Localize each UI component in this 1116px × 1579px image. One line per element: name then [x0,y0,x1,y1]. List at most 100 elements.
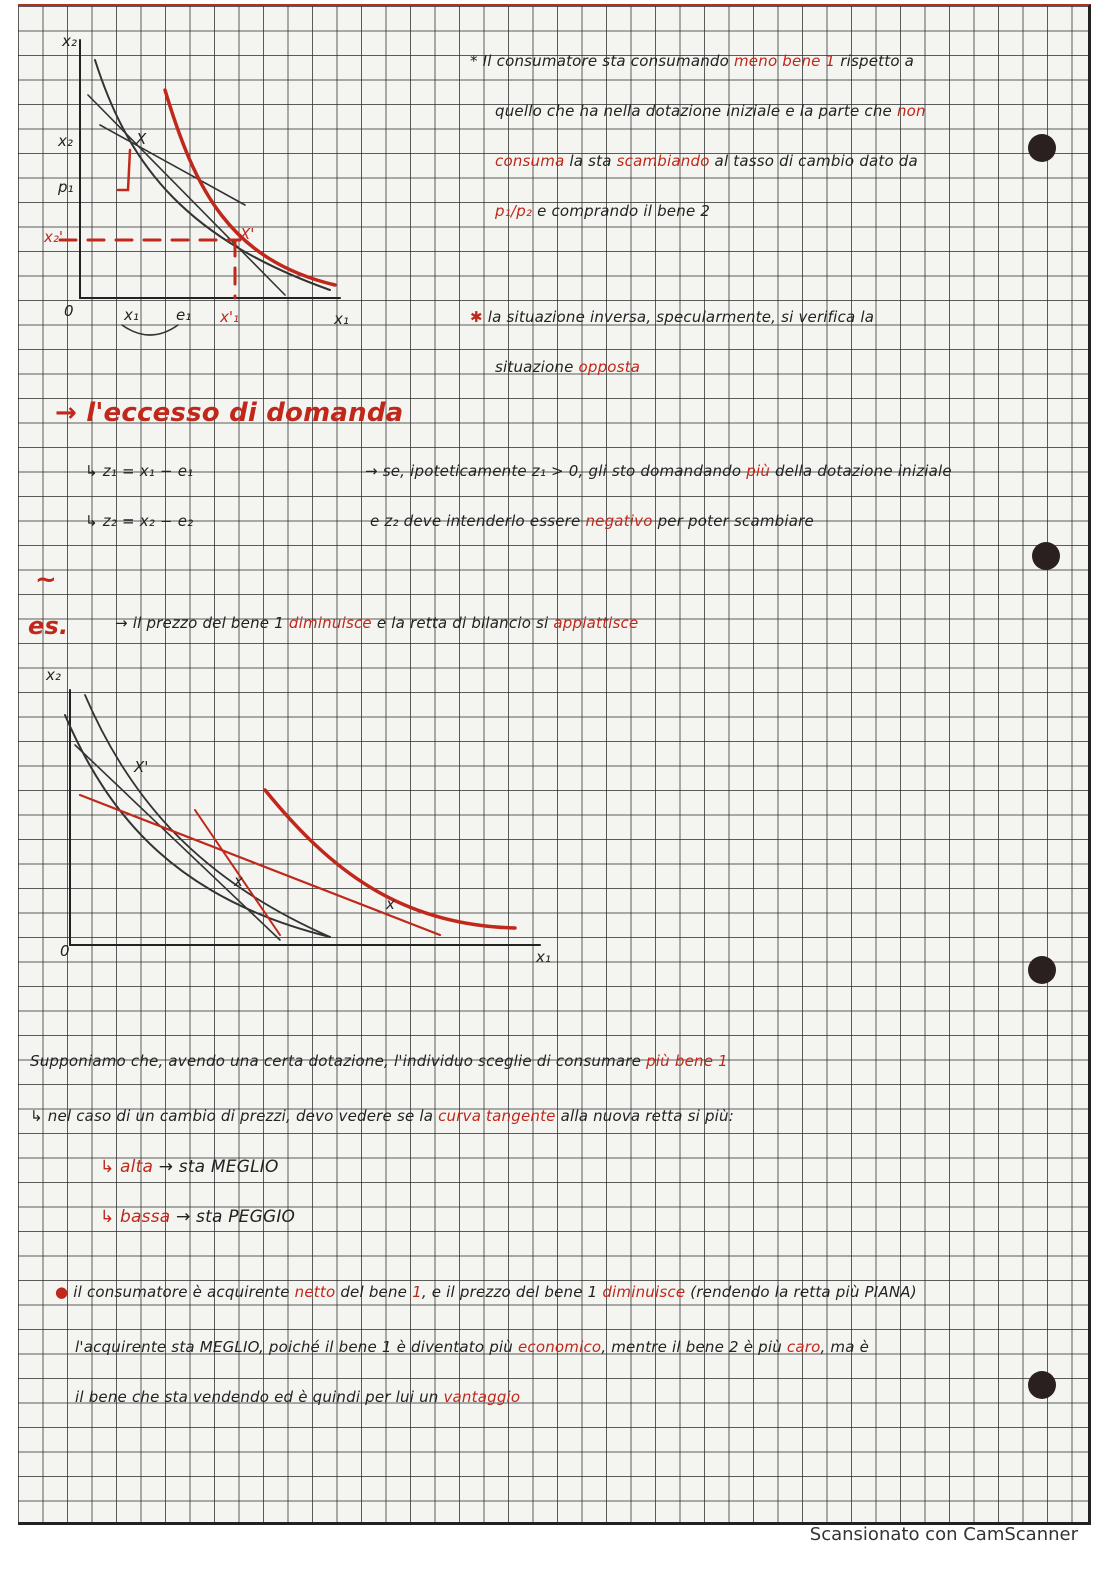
hole [1028,134,1056,162]
note-line: ✱ la situazione inversa, specularmente, … [470,308,874,326]
hole [1028,1371,1056,1399]
indifference-curve-red [163,88,337,287]
diagram-label: x [234,872,243,890]
diagram-label: e₁ [176,306,192,324]
text-segment: ↳ [100,1157,115,1177]
text-segment: alla nuova retta si più: [555,1107,735,1125]
text-segment: opposta [578,358,641,376]
diagram-label: X' [134,758,149,776]
text-segment: più bene 1 [646,1052,728,1070]
text-segment: netto [294,1283,336,1301]
budget-line [74,744,281,941]
text-segment: diminuisce [288,614,372,632]
diagram-label: x [386,895,395,913]
text-segment: non [896,102,926,120]
diagram-label: x₂ [58,132,73,150]
diagram-label: x₂ [62,32,77,50]
text-segment: , ma è [820,1338,870,1356]
text-segment: la sta [564,152,617,170]
note-line: → l'eccesso di domanda [55,398,403,428]
text-segment: , e il prezzo del bene 1 [421,1283,603,1301]
text-segment: del bene [335,1283,413,1301]
note-line: → se, ipoteticamente z₁ > 0, gli sto dom… [365,462,952,480]
note-line: situazione opposta [495,358,640,376]
text-segment: il bene che sta vendendo ed è quindi per… [75,1388,444,1406]
budget-line-red [194,809,281,936]
text-segment: caro [786,1338,821,1356]
diagram-label: 0 [64,302,74,320]
note-line: ↳ alta → sta MEGLIO [100,1157,279,1177]
text-segment: appiattisce [553,614,639,632]
note-line: ~ [35,565,57,595]
note-line: ● il consumatore è acquirente netto del … [55,1283,917,1301]
binder-holes [1028,134,1060,1399]
text-segment: vantaggio [443,1388,521,1406]
text-segment: più [746,462,771,480]
text-segment: 1 [412,1283,422,1301]
text-segment: es. [28,612,69,640]
bracket [116,148,132,192]
budget-line [87,94,286,296]
note-line: Supponiamo che, avendo una certa dotazio… [30,1052,728,1070]
diagram-label: X' [240,225,255,243]
diagram-label: x₂' [44,228,64,246]
text-segment: ↳ z₁ = x₁ − e₁ [85,462,194,480]
text-segment: , mentre il bene 2 è più [601,1338,787,1356]
indifference-curve [94,59,331,291]
text-segment: meno bene 1 [734,52,836,70]
scanner-footer: Scansionato con CamScanner [809,1524,1078,1545]
diagram-label: X [136,130,147,148]
text-segment: ✱ [470,308,483,326]
text-segment: ↳ z₂ = x₂ − e₂ [85,512,194,530]
text-segment: diminuisce [602,1283,686,1301]
text-segment: → l'eccesso di domanda [55,398,404,428]
text-segment: (rendendo la retta più PIANA) [685,1283,917,1301]
text-segment: Supponiamo che, avendo una certa dotazio… [30,1052,647,1070]
text-segment: alta [114,1157,154,1177]
text-segment: situazione [495,358,579,376]
note-line: consuma la sta scambiando al tasso di ca… [495,152,918,170]
diagram-label: x₁ [334,310,349,328]
text-segment: → sta MEGLIO [153,1157,279,1177]
indifference-curve-red [263,788,517,930]
hole [1028,956,1056,984]
axes [69,689,541,946]
text-segment: → il prezzo del bene 1 [115,614,289,632]
diagram-label: x₁ [536,948,551,966]
grid-paper [18,4,1091,1525]
text-segment: ↳ nel caso di un cambio di prezzi, devo … [30,1107,439,1125]
text-segment: consuma [495,152,565,170]
projection [58,238,242,300]
text-segment: per poter scambiare [652,512,814,530]
text-segment: → se, ipoteticamente z₁ > 0, gli sto dom… [365,462,747,480]
text-segment: p₁/p₂ [495,202,533,220]
note-line: ↳ z₂ = x₂ − e₂ [85,512,193,530]
text-segment: quello che ha nella dotazione iniziale e… [495,102,897,120]
text-segment: ● [55,1283,69,1301]
text-segment: bassa [114,1207,171,1227]
note-line: p₁/p₂ e comprando il bene 2 [495,202,710,220]
diagram-label: x'₁ [220,308,240,326]
text-segment: rispetto a [835,52,915,70]
diagram-1 [58,39,341,336]
diagram-label: 0 [60,942,70,960]
text-segment: curva tangente [438,1107,556,1125]
text-segment: al tasso di cambio dato da [709,152,918,170]
diagram-label: x₁ [124,306,139,324]
note-line: e z₂ deve intenderlo essere negativo per… [370,512,814,530]
indifference-curve [84,694,331,938]
note-line: l'acquirente sta MEGLIO, poiché il bene … [75,1338,869,1356]
text-segment: ~ [35,565,57,595]
text-segment: scambiando [616,152,710,170]
note-line: quello che ha nella dotazione iniziale e… [495,102,926,120]
budget-line-red [78,793,442,937]
text-segment: → sta PEGGIO [170,1207,296,1227]
text-segment: della dotazione iniziale [770,462,952,480]
note-line: ↳ bassa → sta PEGGIO [100,1207,295,1227]
text-segment: la situazione inversa, specularmente, si… [482,308,875,326]
diagram-label: p₁ [58,178,74,196]
brace [121,324,179,336]
text-segment: ↳ [100,1207,115,1227]
